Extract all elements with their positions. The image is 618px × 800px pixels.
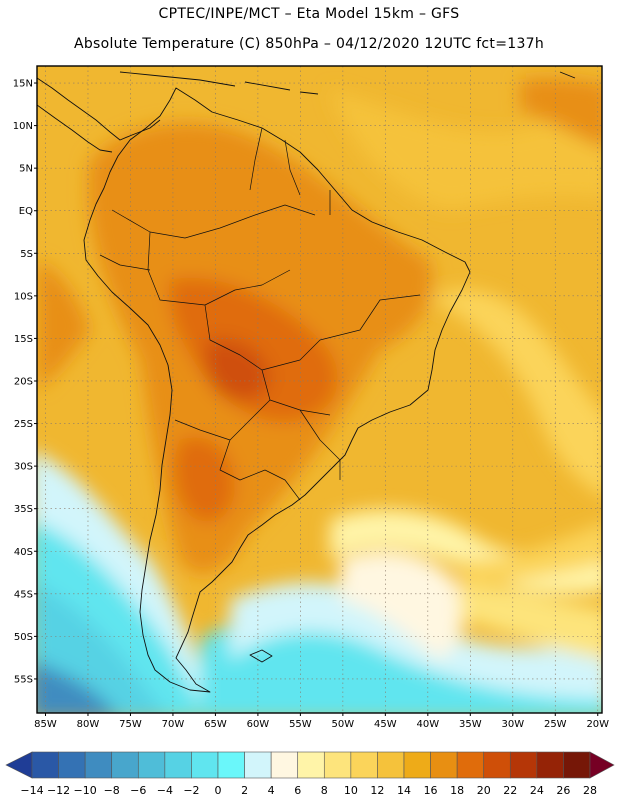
colorbar-box — [244, 751, 272, 779]
lat-tick-label: 15N — [13, 79, 33, 90]
colorbar-box — [191, 751, 219, 779]
lon-tick-label: 50W — [332, 719, 355, 730]
longitude-axis: 85W 80W 75W 70W 65W 60W 55W 50W 45W 40W 35W 30W 25W 2… — [34, 713, 609, 730]
colorbar-box — [509, 751, 538, 779]
colorbar-box — [164, 751, 192, 779]
colorbar-box — [111, 751, 139, 779]
lat-tick-label: 15S — [14, 334, 33, 345]
colorbar-tick-label: 12 — [370, 784, 384, 797]
lat-tick-label: 5S — [20, 249, 33, 260]
colorbar-box — [270, 751, 299, 779]
colorbar-box — [350, 751, 378, 779]
colorbar-tick-label: 28 — [583, 784, 597, 797]
colorbar-tick-label: −2 — [183, 784, 199, 797]
caribbean-islands — [119, 71, 576, 95]
lat-tick-label: 55S — [14, 674, 33, 685]
colorbar-labels: −14 −12 −10 −8 −6 −4 −2 0 2 4 6 8 10 12 14 16 18 20 22 24 26… — [20, 784, 597, 797]
lon-tick-label: 75W — [119, 719, 142, 730]
map-title-line-1: CPTEC/INPE/MCT – Eta Model 15km – GFS — [158, 6, 460, 22]
lat-tick-label: 50S — [14, 632, 33, 643]
temperature-field — [37, 66, 602, 713]
lon-tick-label: 25W — [544, 719, 567, 730]
lon-tick-label: 80W — [77, 719, 100, 730]
colorbar-box — [323, 751, 352, 779]
colorbar-tick-label: −14 — [20, 784, 43, 797]
colorbar-tick-label: 24 — [530, 784, 544, 797]
lat-tick-label: 10N — [13, 121, 33, 132]
colorbar — [5, 751, 615, 779]
colorbar-box — [377, 751, 405, 779]
lat-tick-label: 35S — [14, 504, 33, 515]
lon-tick-label: 60W — [247, 719, 270, 730]
colorbar-tick-label: 6 — [294, 784, 301, 797]
colorbar-tick-label: 22 — [503, 784, 517, 797]
colorbar-box — [430, 751, 458, 779]
lon-tick-label: 65W — [204, 719, 227, 730]
colorbar-box — [58, 751, 86, 779]
colorbar-tick-label: −4 — [157, 784, 173, 797]
lon-tick-label: 55W — [289, 719, 312, 730]
colorbar-tick-label: 4 — [268, 784, 275, 797]
lon-tick-label: 35W — [459, 719, 482, 730]
colorbar-box — [563, 751, 591, 779]
colorbar-tick-label: 20 — [477, 784, 491, 797]
lon-tick-label: 45W — [374, 719, 397, 730]
colorbar-box — [297, 751, 325, 779]
country-borders — [99, 127, 421, 501]
lat-tick-label: 25S — [14, 419, 33, 430]
colorbar-box — [31, 751, 59, 779]
colorbar-tick-label: 26 — [556, 784, 570, 797]
south-america-coastline — [83, 87, 471, 693]
lon-tick-label: 20W — [586, 719, 609, 730]
lat-tick-label: 5N — [19, 164, 33, 175]
colorbar-box — [536, 751, 564, 779]
map-title-line-2: Absolute Temperature (C) 850hPa – 04/12/… — [73, 36, 545, 52]
colorbar-box — [456, 751, 485, 779]
colorbar-box — [403, 751, 431, 779]
lon-tick-label: 85W — [34, 719, 57, 730]
lat-tick-label: EQ — [19, 206, 33, 217]
lon-tick-label: 30W — [501, 719, 524, 730]
lon-tick-label: 70W — [162, 719, 185, 730]
colorbar-tick-label: −6 — [130, 784, 146, 797]
falkland-islands — [249, 649, 273, 663]
latitude-axis: 15N 10N 5N EQ 5S 10S 15S 20S 25S 30S 35S 40S 45S 50S 5… — [13, 79, 37, 685]
colorbar-arrow-high — [589, 751, 615, 779]
colorbar-box — [137, 751, 166, 779]
colorbar-box — [217, 751, 245, 779]
colorbar-arrow-low — [5, 751, 33, 779]
lat-tick-label: 30S — [14, 462, 33, 473]
map-frame — [36, 65, 603, 714]
colorbar-tick-label: 0 — [215, 784, 222, 797]
colorbar-tick-label: −10 — [74, 784, 97, 797]
lon-tick-label: 40W — [417, 719, 440, 730]
central-america-coastline — [37, 77, 161, 153]
lat-tick-label: 10S — [14, 291, 33, 302]
colorbar-tick-label: −8 — [104, 784, 120, 797]
colorbar-tick-label: 2 — [241, 784, 248, 797]
colorbar-tick-label: 18 — [450, 784, 464, 797]
colorbar-tick-label: 16 — [424, 784, 438, 797]
colorbar-tick-label: 14 — [397, 784, 411, 797]
colorbar-tick-label: 8 — [321, 784, 328, 797]
lat-tick-label: 20S — [14, 376, 33, 387]
colorbar-box — [483, 751, 511, 779]
lat-tick-label: 45S — [14, 589, 33, 600]
colorbar-tick-label: 10 — [344, 784, 358, 797]
colorbar-box — [84, 751, 113, 779]
lat-tick-label: 40S — [14, 547, 33, 558]
colorbar-tick-label: −12 — [47, 784, 70, 797]
